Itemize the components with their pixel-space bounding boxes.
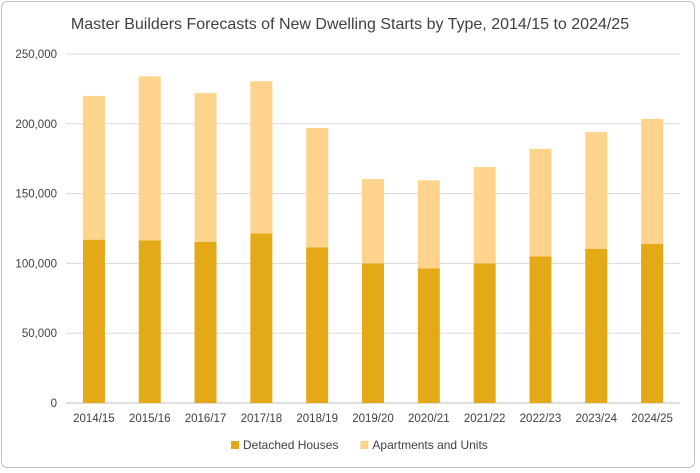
bar-detached-houses (529, 256, 552, 403)
x-tick-label: 2020/21 (408, 413, 450, 425)
bar-detached-houses (641, 243, 664, 403)
bar-apartments-and-units (138, 76, 161, 241)
x-tick-label: 2023/24 (575, 413, 617, 425)
x-tick-label: 2015/16 (129, 413, 171, 425)
bar-detached-houses (194, 241, 217, 403)
bars (82, 76, 664, 403)
bar-apartments-and-units (306, 127, 329, 248)
y-tick-label: 250,000 (15, 49, 57, 61)
legend-swatch (231, 441, 239, 449)
chart-title: Master Builders Forecasts of New Dwellin… (70, 16, 630, 33)
bar-apartments-and-units (194, 93, 217, 242)
y-axis: 0 50,000 100,000 150,000 200,000 250,000 (15, 49, 57, 410)
bar-apartments-and-units (250, 81, 273, 234)
y-tick-label: 0 (51, 398, 57, 410)
y-tick-label: 50,000 (22, 328, 57, 340)
bar-apartments-and-units (417, 180, 440, 269)
bar-detached-houses (417, 268, 440, 403)
y-tick-label: 100,000 (15, 258, 57, 270)
bar-apartments-and-units (473, 167, 496, 264)
x-tick-label: 2024/25 (631, 413, 673, 425)
x-tick-label: 2021/22 (464, 413, 506, 425)
bar-detached-houses (306, 247, 329, 403)
legend-label: Apartments and Units (372, 438, 487, 452)
x-tick-label: 2016/17 (185, 413, 227, 425)
x-tick-label: 2014/15 (73, 413, 115, 425)
bar-detached-houses (473, 263, 496, 403)
legend: Detached Houses Apartments and Units (231, 438, 488, 452)
y-tick-label: 200,000 (15, 119, 57, 131)
y-tick-label: 150,000 (15, 189, 57, 201)
bar-detached-houses (362, 263, 384, 403)
bar-apartments-and-units (82, 95, 105, 240)
bar-detached-houses (250, 233, 273, 403)
chart-frame (1, 1, 695, 468)
bar-detached-houses (82, 239, 105, 403)
x-tick-label: 2018/19 (296, 413, 338, 425)
bar-apartments-and-units (362, 178, 384, 264)
x-axis: 2014/15 2015/16 2016/17 2017/18 2018/19 2019/… (73, 413, 673, 425)
x-tick-label: 2022/23 (520, 413, 562, 425)
bar-detached-houses (138, 240, 161, 403)
bar-detached-houses (585, 248, 608, 403)
x-tick-label: 2017/18 (241, 413, 283, 425)
x-tick-label: 2019/20 (352, 413, 394, 425)
bar-apartments-and-units (529, 148, 552, 257)
bar-apartments-and-units (641, 118, 664, 244)
bar-apartments-and-units (585, 132, 608, 249)
legend-swatch (360, 441, 369, 449)
legend-label: Detached Houses (243, 438, 338, 452)
